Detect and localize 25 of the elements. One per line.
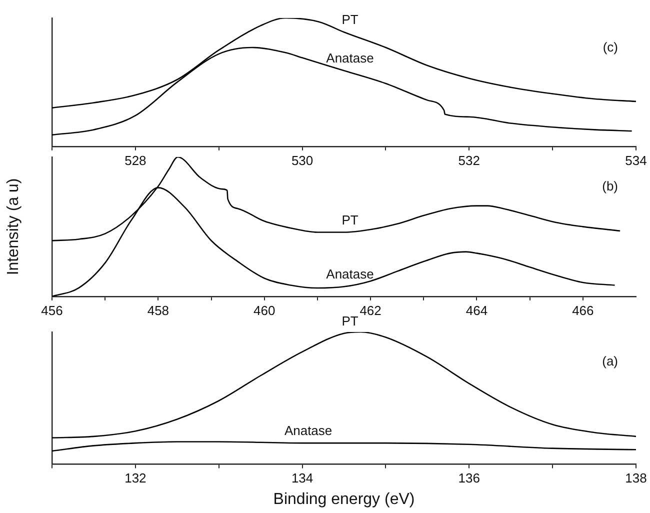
x-tick-label: 530	[291, 152, 314, 168]
y-axis-title: Intensity (a u)	[5, 178, 22, 276]
x-axis-title: Binding energy (eV)	[273, 490, 415, 508]
x-tick-label: 458	[147, 302, 170, 318]
x-tick-label: 466	[572, 302, 594, 318]
x-tick-label: 132	[124, 470, 146, 486]
series-label: Anatase	[326, 50, 374, 66]
annotation: (b)	[602, 178, 618, 194]
series-label: Anatase	[284, 423, 332, 438]
series-label: PT	[342, 212, 358, 228]
x-tick-label: 136	[458, 470, 480, 486]
series-label: PT	[342, 12, 358, 28]
series-label: Anatase	[326, 266, 374, 282]
x-tick-label: 460	[254, 302, 276, 318]
series-label: PT	[342, 313, 358, 328]
x-tick-label: 138	[625, 470, 647, 486]
x-tick-label: 462	[360, 302, 382, 318]
annotation: (c)	[602, 40, 618, 55]
x-tick-label: 456	[41, 302, 63, 318]
x-tick-label: 534	[625, 152, 647, 168]
x-tick-label: 532	[458, 152, 480, 168]
x-tick-label: 464	[466, 302, 488, 318]
x-tick-label: 134	[291, 470, 314, 486]
annotation: (a)	[602, 354, 618, 369]
x-tick-label: 528	[124, 152, 146, 168]
